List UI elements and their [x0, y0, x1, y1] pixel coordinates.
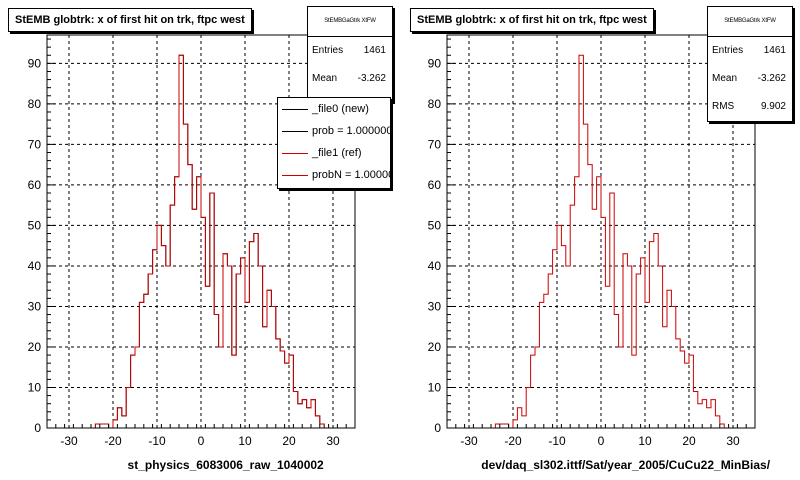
legend-line-ref	[282, 153, 308, 154]
right-stats-rms-label: RMS	[712, 101, 735, 112]
right-stats-name: StEMBGaGtrk XtFW	[708, 7, 792, 37]
left-y-tick-label: 20	[28, 340, 42, 354]
left-chart-title: StEMB globtrk: x of first hit on trk, ft…	[8, 8, 252, 32]
left-x-tick-label: 30	[326, 434, 340, 448]
left-x-axis-label: st_physics_6083006_raw_1040002	[128, 458, 324, 472]
right-x-axis-label: dev/daq_sl302.ittf/Sat/year_2005/CuCu22_…	[481, 458, 770, 472]
left-x-tick-label: 0	[198, 434, 205, 448]
legend-label-ref: _file1 (ref)	[312, 147, 362, 159]
left-plot-frame	[46, 34, 356, 429]
right-x-tick-label: -10	[548, 434, 566, 448]
legend-line-probn	[282, 175, 308, 176]
left-stats-entries-value: 1461	[363, 45, 386, 56]
legend-line-prob	[282, 131, 308, 132]
right-x-tick-label: 20	[682, 434, 696, 448]
left-y-tick-label: 60	[28, 178, 42, 192]
legend-entry-ref: _file1 (ref)	[278, 142, 390, 164]
right-y-tick-label: 50	[428, 218, 442, 232]
right-y-tick-label: 0	[434, 421, 441, 435]
legend-entry-prob: prob = 1.000000	[278, 120, 390, 142]
right-stats-box: StEMBGaGtrk XtFW Entries 1461 Mean -3.262 …	[707, 6, 793, 122]
right-stats-mean-label: Mean	[712, 73, 738, 84]
right-y-tick-label: 90	[428, 56, 442, 70]
right-x-tick-label: -20	[504, 434, 522, 448]
right-x-tick-label: 0	[598, 434, 605, 448]
left-stats-entries-label: Entries	[312, 45, 344, 56]
left-stats-box: StEMBGaGtrk XtFW Entries 1461 Mean -3.262	[307, 6, 393, 102]
left-legend: _file0 (new) prob = 1.000000 _file1 (ref…	[277, 97, 391, 189]
right-y-tick-label: 40	[428, 259, 442, 273]
right-plot-frame	[446, 34, 756, 429]
left-x-tick-label: 20	[282, 434, 296, 448]
right-y-tick-label: 80	[428, 97, 442, 111]
legend-entry-probn: probN = 1.000000	[278, 164, 390, 186]
right-stats-entries-value: 1461	[763, 45, 786, 56]
legend-label-new: _file0 (new)	[312, 103, 369, 115]
right-y-tick-label: 10	[428, 380, 442, 394]
left-x-tick-label: -30	[60, 434, 78, 448]
left-y-tick-label: 80	[28, 97, 42, 111]
right-x-tick-label: 30	[726, 434, 740, 448]
left-stats-mean-label: Mean	[312, 73, 338, 84]
left-y-tick-label: 30	[28, 299, 42, 313]
right-chart-title: StEMB globtrk: x of first hit on trk, ft…	[410, 8, 654, 32]
right-stats-entries-label: Entries	[712, 45, 744, 56]
left-x-tick-label: -10	[148, 434, 166, 448]
left-x-tick-label: -20	[104, 434, 122, 448]
left-y-tick-label: 40	[28, 259, 42, 273]
legend-label-probn: probN = 1.000000	[312, 169, 390, 181]
right-series-ref-histogram	[447, 54, 755, 429]
right-y-tick-label: 60	[428, 178, 442, 192]
right-y-tick-label: 20	[428, 340, 442, 354]
right-stats-mean-value: -3.262	[757, 73, 786, 84]
left-series-ref-histogram	[47, 54, 355, 429]
legend-line-new	[282, 109, 308, 110]
left-y-tick-label: 90	[28, 56, 42, 70]
left-stats-mean-value: -3.262	[357, 73, 386, 84]
left-y-tick-label: 50	[28, 218, 42, 232]
left-y-tick-label: 70	[28, 137, 42, 151]
right-y-tick-label: 30	[428, 299, 442, 313]
right-x-tick-label: 10	[638, 434, 652, 448]
left-x-tick-label: 10	[238, 434, 252, 448]
right-y-tick-label: 70	[428, 137, 442, 151]
right-x-tick-label: -30	[460, 434, 478, 448]
legend-entry-new: _file0 (new)	[278, 98, 390, 120]
legend-label-prob: prob = 1.000000	[312, 125, 391, 137]
left-y-tick-label: 10	[28, 380, 42, 394]
left-stats-name: StEMBGaGtrk XtFW	[308, 7, 392, 37]
left-y-tick-label: 0	[34, 421, 41, 435]
right-stats-rms-value: 9.902	[760, 101, 786, 112]
